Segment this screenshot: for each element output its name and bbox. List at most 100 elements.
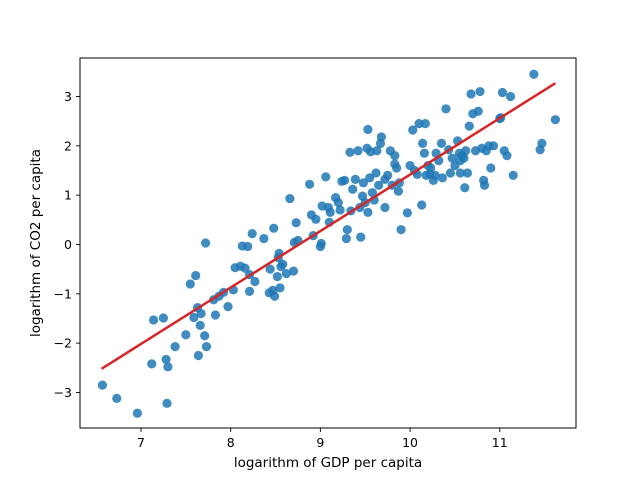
data-point (396, 225, 406, 235)
data-point (193, 350, 203, 361)
data-point (223, 302, 233, 312)
data-point (163, 362, 173, 372)
y-tick-label: 1 (64, 188, 72, 203)
x-axis-label: logarithm of GDP per capita (234, 455, 422, 471)
data-point (281, 268, 291, 279)
data-point (210, 310, 221, 320)
data-point (408, 125, 418, 135)
data-point (201, 342, 212, 352)
regression-line-layer (100, 82, 557, 370)
data-point (181, 330, 191, 340)
data-point (185, 279, 195, 289)
data-point (250, 276, 260, 287)
data-point (288, 266, 299, 276)
y-tick-label: −1 (54, 286, 72, 301)
data-point (321, 172, 331, 182)
data-point (392, 163, 402, 173)
x-tick-label: 11 (492, 435, 508, 450)
data-point (278, 259, 288, 269)
data-point (502, 151, 512, 161)
data-point (97, 380, 108, 390)
data-point (265, 264, 275, 274)
x-axis-ticks: 7 8 9 10 11 (137, 428, 508, 450)
data-point (247, 229, 257, 239)
data-point (488, 141, 499, 151)
data-point (383, 170, 393, 181)
data-point (419, 148, 430, 158)
data-point (460, 183, 470, 193)
data-point (420, 119, 430, 129)
data-point (393, 186, 404, 196)
data-point (367, 188, 377, 198)
data-point (376, 132, 386, 142)
data-point (196, 308, 206, 319)
data-point (341, 233, 351, 244)
data-point (240, 263, 250, 273)
data-point (537, 138, 547, 148)
data-point (461, 146, 471, 156)
y-tick-label: 0 (64, 237, 72, 252)
data-point (390, 151, 400, 161)
data-point (473, 106, 483, 116)
data-point (464, 121, 474, 131)
y-tick-label: 3 (64, 89, 72, 104)
data-point (161, 354, 171, 365)
y-tick-label: −2 (54, 336, 72, 351)
data-point (342, 225, 352, 235)
y-axis-ticks: −3 −2 −1 0 1 2 3 (54, 89, 80, 400)
data-point (417, 200, 427, 210)
data-point (158, 313, 169, 323)
regression-line (100, 82, 557, 370)
data-point (316, 238, 326, 249)
data-point (189, 312, 199, 323)
data-point (353, 146, 363, 156)
data-point (269, 223, 279, 233)
data-point (363, 124, 373, 135)
data-point (112, 393, 122, 403)
data-point (371, 168, 381, 178)
data-point (529, 69, 539, 79)
data-point (348, 184, 358, 194)
data-point (436, 138, 447, 148)
plot-frame (79, 57, 577, 429)
x-tick-label: 10 (402, 435, 418, 450)
data-point (455, 168, 465, 178)
y-tick-label: 2 (64, 138, 72, 153)
data-point (305, 179, 315, 189)
data-point (148, 315, 159, 325)
data-point (339, 175, 350, 185)
data-point (200, 331, 210, 341)
data-point (147, 359, 157, 369)
data-point (445, 168, 456, 178)
y-axis-label: logarithm of CO2 per capita (28, 149, 44, 337)
data-point (275, 283, 285, 293)
data-point (486, 163, 496, 173)
x-tick-label: 8 (227, 435, 235, 450)
data-point (333, 197, 343, 208)
data-point (505, 91, 516, 102)
data-point (335, 205, 345, 215)
data-point (437, 173, 447, 183)
data-point (374, 180, 384, 190)
data-point (365, 173, 375, 183)
data-point (372, 146, 382, 156)
data-point (441, 104, 451, 114)
data-point (162, 398, 172, 408)
data-point (447, 153, 457, 163)
data-point (380, 202, 390, 213)
data-point (132, 408, 142, 418)
data-point (191, 270, 201, 281)
data-point (200, 238, 211, 248)
data-point (285, 194, 295, 204)
data-point (356, 232, 366, 242)
data-point (259, 233, 269, 244)
data-point (479, 180, 490, 190)
data-point (195, 320, 205, 330)
data-point (243, 241, 253, 252)
data-point (455, 156, 465, 166)
data-point (244, 286, 255, 296)
data-point (358, 178, 369, 188)
data-point (345, 147, 355, 157)
data-point (418, 138, 428, 148)
